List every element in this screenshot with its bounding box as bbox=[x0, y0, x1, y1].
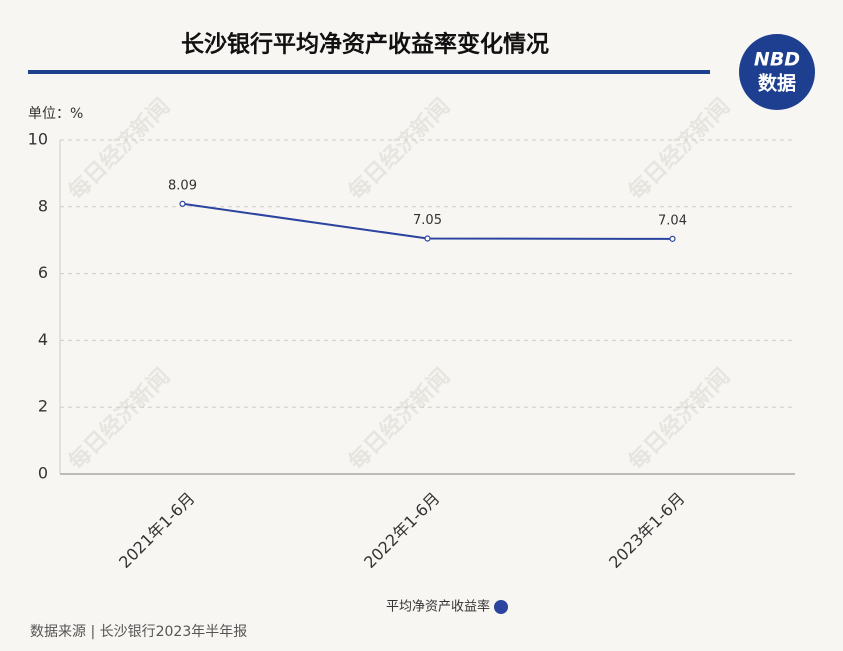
y-tick-label: 0 bbox=[38, 464, 48, 483]
y-tick-label: 8 bbox=[38, 196, 48, 215]
title-rule bbox=[28, 70, 710, 74]
logo-top: NBD bbox=[754, 49, 800, 71]
point bbox=[179, 200, 186, 207]
point bbox=[669, 235, 676, 242]
data-label: 7.05 bbox=[413, 213, 442, 228]
logo-bottom: 数据 bbox=[758, 72, 796, 95]
source: 数据来源 | 长沙银行2023年半年报 bbox=[30, 624, 247, 640]
chart-title: 长沙银行平均净资产收益率变化情况 bbox=[181, 31, 549, 58]
legend-label: 平均净资产收益率 bbox=[386, 599, 490, 615]
data-label: 7.04 bbox=[658, 213, 687, 228]
legend-swatch bbox=[494, 600, 508, 614]
y-tick-label: 10 bbox=[28, 130, 48, 149]
unit-label: 单位：% bbox=[28, 106, 83, 122]
y-tick-label: 6 bbox=[38, 263, 48, 282]
y-tick-label: 2 bbox=[38, 397, 48, 416]
point bbox=[424, 235, 431, 242]
logo bbox=[739, 34, 815, 110]
data-label: 8.09 bbox=[168, 178, 197, 193]
y-tick-label: 4 bbox=[38, 330, 48, 349]
